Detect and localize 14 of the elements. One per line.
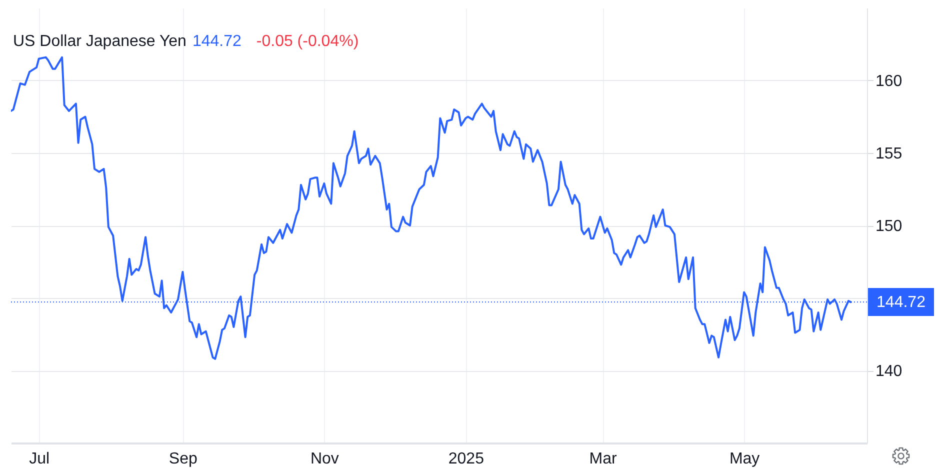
x-tick-label: May — [729, 450, 760, 468]
x-tick-label: Jul — [29, 450, 50, 468]
x-tick-label: Sep — [168, 450, 198, 468]
y-tick-label: 160 — [876, 73, 902, 90]
ref-line-label: 144.72 — [876, 294, 926, 312]
x-tick-label: Mar — [589, 450, 618, 468]
y-tick-label: 140 — [876, 363, 902, 380]
text: US Dollar Japanese Yen — [13, 33, 186, 50]
annotation: 144.72 — [192, 33, 242, 50]
y-tick-label: 155 — [876, 146, 902, 162]
x-tick-label: Nov — [310, 450, 339, 468]
y-tick-label: 150 — [876, 218, 902, 235]
annotation: -0.05 (-0.04%) — [256, 33, 359, 50]
x-tick-label: 2025 — [448, 450, 484, 468]
